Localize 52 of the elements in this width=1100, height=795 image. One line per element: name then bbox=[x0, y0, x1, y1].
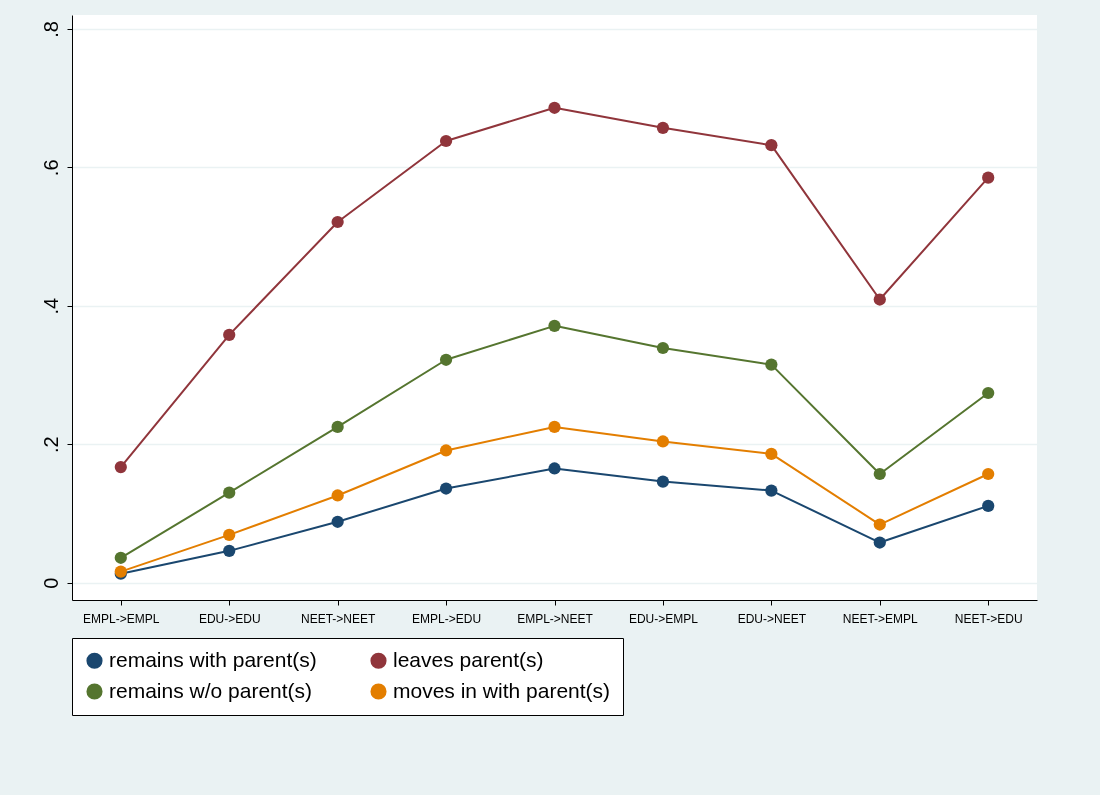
point bbox=[114, 551, 127, 564]
point bbox=[982, 386, 995, 400]
point bbox=[873, 293, 886, 306]
legend-label: remains w/o parent(s) bbox=[109, 678, 313, 702]
point bbox=[223, 328, 236, 341]
point bbox=[765, 447, 778, 461]
legend-label: leaves parent(s) bbox=[393, 647, 544, 671]
x-tick-label: EDU->EDU bbox=[198, 611, 261, 626]
point bbox=[548, 420, 561, 434]
point bbox=[439, 353, 453, 366]
legend-label: remains with parent(s) bbox=[109, 647, 317, 671]
point bbox=[114, 460, 127, 474]
x-tick-label: NEET->EMPL bbox=[842, 611, 919, 626]
point bbox=[656, 475, 670, 488]
x-tick-label: NEET->EDU bbox=[954, 611, 1023, 626]
point bbox=[656, 121, 670, 134]
point bbox=[548, 462, 561, 475]
point bbox=[873, 536, 886, 549]
point bbox=[223, 486, 236, 499]
point bbox=[223, 528, 236, 542]
x-tick-label: EDU->NEET bbox=[737, 611, 807, 626]
y-tick-label: .4 bbox=[39, 297, 62, 315]
point bbox=[982, 499, 995, 512]
point bbox=[548, 319, 561, 332]
x-tick-label: EMPL->NEET bbox=[517, 611, 594, 626]
point bbox=[765, 358, 778, 371]
point bbox=[439, 482, 453, 495]
point bbox=[982, 467, 995, 481]
legend-label: moves in with parent(s) bbox=[393, 678, 611, 702]
point bbox=[765, 484, 778, 497]
point bbox=[331, 515, 344, 528]
x-tick-label: EMPL->EDU bbox=[412, 611, 482, 626]
point bbox=[223, 544, 236, 557]
y-tick-label: .6 bbox=[39, 159, 62, 177]
point bbox=[439, 134, 453, 148]
point bbox=[331, 215, 344, 229]
point bbox=[873, 467, 886, 481]
point bbox=[548, 101, 561, 114]
point bbox=[331, 489, 344, 502]
point bbox=[656, 435, 670, 448]
point bbox=[331, 420, 344, 434]
y-tick-label: .8 bbox=[39, 21, 62, 38]
y-tick-label: 0 bbox=[39, 577, 62, 589]
x-tick-label: NEET->NEET bbox=[300, 611, 376, 626]
y-tick-label: .2 bbox=[39, 436, 62, 454]
x-tick-label: EMPL->EMPL bbox=[83, 611, 160, 626]
point bbox=[982, 171, 995, 184]
point bbox=[873, 518, 886, 531]
point bbox=[656, 341, 670, 355]
point bbox=[765, 139, 778, 152]
point bbox=[439, 444, 453, 457]
x-tick-label: EDU->EMPL bbox=[628, 611, 699, 626]
